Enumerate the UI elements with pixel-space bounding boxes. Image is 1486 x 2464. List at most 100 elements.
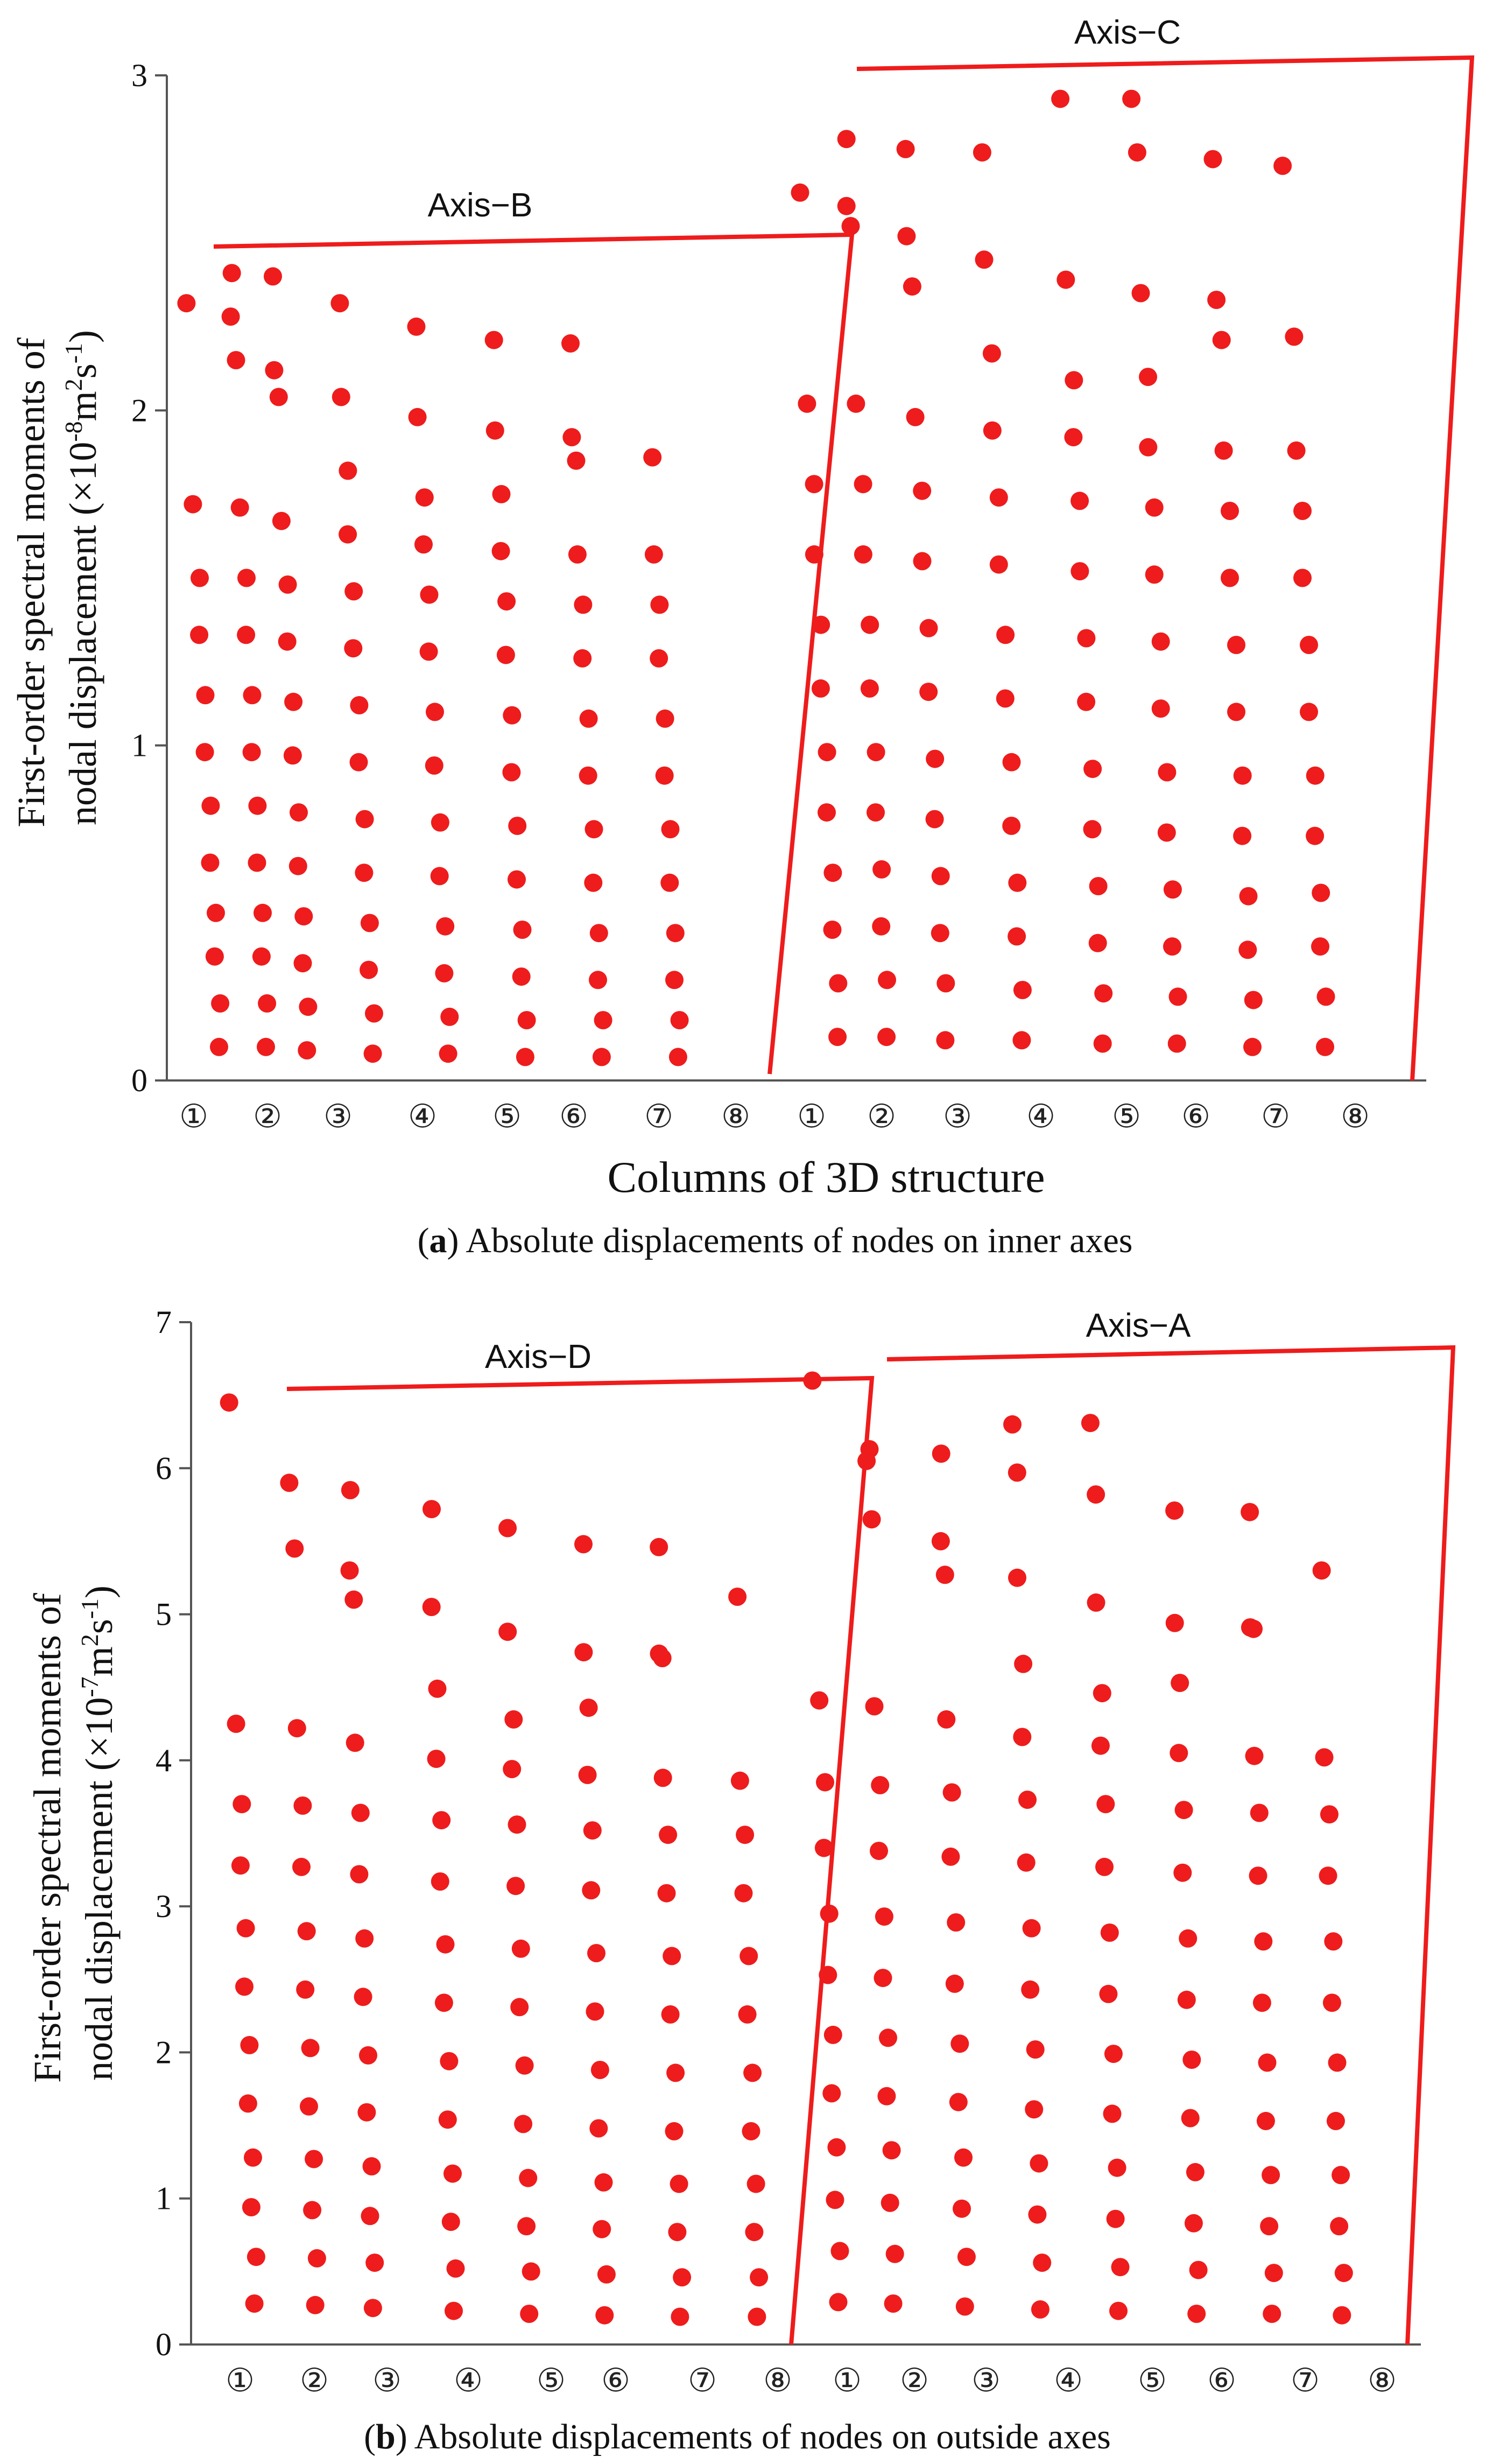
data-point <box>748 2307 766 2326</box>
column-label: ⑥ <box>601 2362 630 2399</box>
data-point <box>947 1913 966 1932</box>
column-label: ④ <box>1054 2362 1083 2399</box>
data-point <box>854 545 872 564</box>
data-point <box>650 595 669 614</box>
column-label: ⑤ <box>1138 2362 1167 2399</box>
data-point <box>513 921 532 939</box>
data-point <box>913 552 932 571</box>
data-point <box>359 2046 377 2065</box>
data-point <box>1099 1984 1118 2003</box>
data-point <box>874 1969 892 1988</box>
column-label: ⑧ <box>1341 1098 1370 1135</box>
column-label: ① <box>797 1098 826 1135</box>
data-point <box>1179 1929 1198 1948</box>
data-point <box>937 1710 956 1729</box>
data-point <box>1018 1791 1037 1809</box>
data-point <box>743 2063 762 2082</box>
data-point <box>663 1947 681 1965</box>
y-tick-label: 5 <box>156 1597 172 1632</box>
data-point <box>561 334 580 353</box>
data-point <box>210 1037 228 1056</box>
data-point <box>884 2294 903 2313</box>
data-point <box>1227 636 1245 654</box>
data-point <box>498 1519 517 1538</box>
data-point <box>1233 826 1252 845</box>
data-point <box>828 1028 847 1047</box>
y-tick-label: 1 <box>156 2181 172 2216</box>
data-point <box>419 642 438 661</box>
data-point <box>644 545 663 564</box>
data-point <box>252 947 271 966</box>
data-point <box>814 1838 833 1857</box>
data-point <box>351 1803 370 1822</box>
data-point <box>1326 2111 1345 2130</box>
data-point <box>258 994 277 1013</box>
data-point <box>1008 873 1027 892</box>
data-point <box>594 2173 613 2192</box>
data-point <box>1171 1674 1189 1693</box>
data-point <box>1002 753 1021 771</box>
data-point <box>818 743 836 762</box>
data-point <box>1203 150 1222 169</box>
data-point <box>184 495 202 514</box>
data-point <box>520 2305 539 2323</box>
data-point <box>1167 1034 1186 1053</box>
data-point <box>230 498 249 517</box>
data-point <box>201 853 220 872</box>
data-point <box>284 692 303 711</box>
data-point <box>670 2174 688 2193</box>
data-point <box>1028 2205 1047 2224</box>
y-tick-label: 3 <box>131 58 147 93</box>
data-point <box>1025 2100 1044 2119</box>
data-point <box>1212 331 1231 349</box>
data-point <box>949 2093 968 2111</box>
data-point <box>919 683 938 701</box>
data-point <box>407 317 426 336</box>
data-point <box>1087 1485 1105 1504</box>
data-point <box>1227 703 1245 721</box>
data-point <box>860 1440 879 1458</box>
data-point <box>201 796 220 815</box>
data-point <box>1012 1031 1031 1050</box>
data-point <box>1244 991 1263 1009</box>
data-point <box>297 1922 316 1941</box>
data-point <box>837 130 856 149</box>
data-point <box>1334 2264 1353 2283</box>
data-point <box>283 746 302 765</box>
data-point <box>191 568 209 587</box>
panel-a: 0 1 2 3 First-order spectral moments of nod… <box>10 14 1475 1260</box>
data-point <box>996 689 1015 708</box>
data-point <box>1186 2163 1205 2181</box>
data-point <box>586 2002 604 2021</box>
data-point <box>1145 498 1164 517</box>
data-point <box>443 2164 462 2183</box>
data-point <box>1008 1568 1026 1587</box>
data-point <box>1328 2053 1347 2072</box>
y-tick-label: 1 <box>131 728 147 763</box>
data-point <box>932 1444 950 1463</box>
data-point <box>746 2174 765 2193</box>
data-point <box>1241 1618 1259 1637</box>
data-point <box>257 1037 275 1056</box>
column-label: ④ <box>1026 1098 1055 1135</box>
panel-a-y-ticks: 0 1 2 3 <box>131 58 167 1098</box>
data-point <box>428 1679 447 1698</box>
data-point <box>355 810 374 829</box>
data-point <box>989 555 1008 574</box>
data-point <box>508 870 526 889</box>
data-point <box>975 250 994 269</box>
data-point <box>506 1877 525 1896</box>
data-point <box>1165 1501 1184 1520</box>
y-tick-label: 2 <box>131 392 147 428</box>
data-point <box>439 1044 457 1063</box>
data-point <box>350 1865 369 1884</box>
data-point <box>517 2217 536 2236</box>
data-point <box>660 873 679 892</box>
data-point <box>503 1760 522 1779</box>
data-point <box>854 475 872 494</box>
data-point <box>820 1904 839 1923</box>
column-label: ① <box>833 2362 862 2399</box>
data-point <box>1031 2300 1050 2319</box>
data-point <box>1239 887 1258 905</box>
data-point <box>860 679 879 698</box>
